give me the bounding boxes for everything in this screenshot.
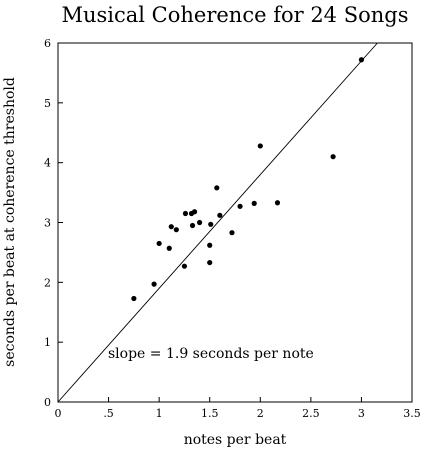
x-tick-label: 3 [358, 407, 365, 420]
data-point [217, 212, 223, 218]
y-axis-ticks: 0 1 2 3 4 5 6 [44, 37, 63, 409]
data-point [207, 242, 213, 248]
y-tick-label: 3 [44, 217, 51, 230]
x-tick-label: 3.5 [403, 407, 421, 420]
x-tick-label: 2.5 [302, 407, 320, 420]
slope-annotation: slope = 1.9 seconds per note [108, 346, 314, 362]
data-point [330, 154, 336, 160]
y-tick-label: 6 [44, 37, 51, 50]
y-tick-label: 5 [44, 97, 51, 110]
x-tick-label: .5 [103, 407, 114, 420]
data-point [191, 209, 198, 215]
y-tick-label: 0 [44, 396, 51, 409]
data-point [197, 219, 203, 226]
data-point [251, 200, 257, 206]
y-tick-label: 2 [44, 276, 51, 289]
x-tick-label: 0 [55, 407, 62, 420]
data-point [181, 263, 188, 269]
data-point [189, 222, 196, 229]
data-point [166, 245, 172, 251]
y-tick-label: 4 [44, 157, 51, 170]
data-point [182, 210, 189, 217]
data-point [207, 259, 213, 266]
data-points [131, 57, 365, 302]
data-point [151, 281, 157, 287]
x-tick-label: 1.5 [201, 407, 219, 420]
fit-line [57, 42, 378, 403]
data-point [156, 240, 162, 247]
y-axis-label: seconds per beat at coherence threshold [2, 77, 18, 367]
y-tick-label: 1 [44, 336, 51, 349]
data-point [358, 57, 365, 63]
x-tick-label: 2 [257, 407, 264, 420]
data-point [214, 185, 220, 191]
data-point [237, 203, 243, 209]
data-point [208, 221, 214, 227]
data-point [168, 224, 174, 230]
x-axis-ticks: 0 .5 1 1.5 2 2.5 3 3.5 [55, 397, 421, 420]
data-point [229, 230, 235, 236]
data-point [274, 200, 281, 206]
data-point [131, 295, 137, 302]
data-point [257, 143, 263, 149]
x-axis-label: notes per beat [184, 432, 287, 448]
chart-title: Musical Coherence for 24 Songs [61, 3, 408, 27]
data-point [173, 227, 179, 233]
x-tick-label: 1 [156, 407, 163, 420]
